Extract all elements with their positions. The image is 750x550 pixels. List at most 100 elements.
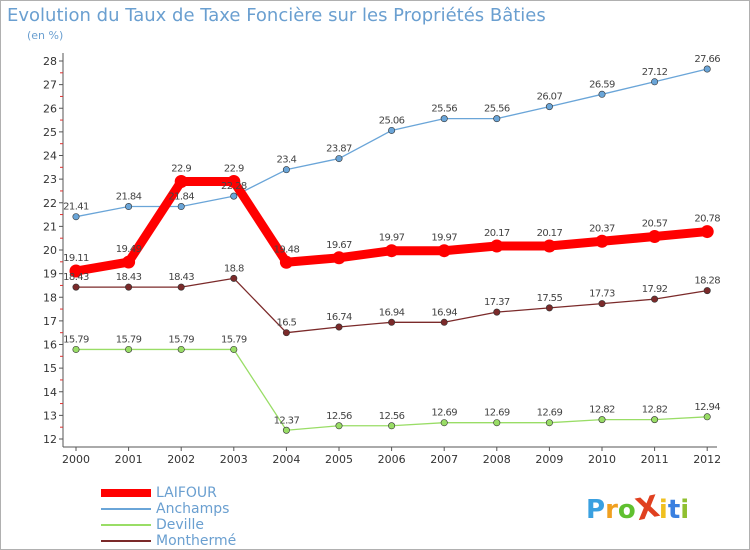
x-tick-label: 2011 <box>641 453 669 466</box>
logo-letter: r <box>605 495 618 525</box>
x-tick-label: 2012 <box>693 453 721 466</box>
data-point <box>230 192 238 200</box>
data-point <box>490 239 504 253</box>
data-point <box>125 203 133 211</box>
data-label: 19.67 <box>326 240 352 251</box>
data-labels: 21.41 21.84 21.84 22.28 23.4 23.87 25.06 25.56 2… <box>63 54 721 426</box>
y-tick-label: 24 <box>43 150 57 163</box>
data-label: 17.37 <box>484 297 510 308</box>
data-point <box>125 345 133 353</box>
x-tick-label: 2008 <box>483 453 511 466</box>
data-point <box>177 203 185 211</box>
data-label: 27.66 <box>694 54 720 65</box>
data-label: 22.9 <box>224 163 244 174</box>
y-tick-label: 21 <box>43 220 57 233</box>
data-label: 12.69 <box>484 408 510 419</box>
data-label: 16.94 <box>379 307 405 318</box>
data-point <box>493 115 501 123</box>
data-point <box>545 419 553 427</box>
data-point <box>388 126 396 134</box>
chart-title: Evolution du Taux de Taxe Foncière sur l… <box>7 5 546 26</box>
data-label: 25.56 <box>431 104 457 115</box>
data-label: 17.73 <box>589 289 615 300</box>
data-label: 25.06 <box>379 115 405 126</box>
data-label: 15.79 <box>63 334 89 345</box>
logo-letter: t <box>667 495 681 525</box>
data-label: 22.9 <box>171 163 191 174</box>
data-point <box>177 345 185 353</box>
x-tick-label: 2004 <box>272 453 300 466</box>
data-label: 19.48 <box>274 244 300 255</box>
data-point <box>230 345 238 353</box>
y-tick-label: 12 <box>43 433 57 446</box>
data-point <box>598 300 606 308</box>
data-label: 12.37 <box>274 415 300 426</box>
data-label: 16.74 <box>326 312 352 323</box>
x-tick-label: 2002 <box>167 453 195 466</box>
y-tick-label: 16 <box>43 339 57 352</box>
data-point <box>282 166 290 174</box>
data-label: 16.94 <box>431 307 457 318</box>
data-label: 12.69 <box>537 408 563 419</box>
data-point <box>335 422 343 430</box>
logo-letter: i <box>680 495 690 525</box>
data-label: 21.84 <box>116 192 142 203</box>
y-tick-label: 13 <box>43 409 57 422</box>
data-label: 21.84 <box>168 192 194 203</box>
data-point <box>437 244 451 258</box>
logo-letter: i <box>658 495 668 525</box>
data-label: 26.59 <box>589 79 615 90</box>
data-point <box>542 239 556 253</box>
data-label: 20.17 <box>484 228 510 239</box>
data-point <box>598 90 606 98</box>
data-label: 17.92 <box>642 284 668 295</box>
logo-letter: P <box>586 495 606 525</box>
proxiti-logo: ProXiti <box>586 488 690 529</box>
data-point <box>703 65 711 73</box>
data-label: 21.41 <box>63 202 89 213</box>
legend-item-montherme: Monthermé <box>101 533 321 549</box>
data-point <box>230 274 238 282</box>
y-tick-label: 17 <box>43 315 57 328</box>
data-label: 18.43 <box>168 272 194 283</box>
data-point <box>174 174 188 188</box>
data-label: 19.97 <box>379 233 405 244</box>
legend: LAIFOUR Anchamps Deville Monthermé <box>101 485 321 549</box>
data-point <box>385 244 399 258</box>
chart-subtitle: (en %) <box>27 29 64 42</box>
legend-swatch <box>101 489 151 497</box>
data-label: 25.56 <box>484 104 510 115</box>
logo-letter: o <box>617 495 636 525</box>
data-point <box>703 413 711 421</box>
x-tick-label: 2006 <box>378 453 406 466</box>
data-point <box>72 213 80 221</box>
data-label: 12.56 <box>379 411 405 422</box>
data-label: 26.07 <box>537 92 563 103</box>
data-point <box>651 295 659 303</box>
data-label: 23.87 <box>326 144 352 155</box>
data-point <box>651 78 659 86</box>
data-label: 22.28 <box>221 181 247 192</box>
legend-label: LAIFOUR <box>156 485 217 501</box>
y-tick-label: 14 <box>43 386 57 399</box>
logo-letter: X <box>632 488 663 529</box>
data-point <box>493 419 501 427</box>
y-tick-label: 28 <box>43 55 57 68</box>
data-point <box>700 225 714 239</box>
data-point <box>279 255 293 269</box>
data-point <box>125 283 133 291</box>
data-point <box>440 419 448 427</box>
data-point <box>545 103 553 111</box>
data-label: 15.79 <box>168 334 194 345</box>
x-tick-label: 2003 <box>220 453 248 466</box>
x-tick-label: 2001 <box>115 453 143 466</box>
data-label: 18.8 <box>224 263 244 274</box>
y-tick-label: 25 <box>43 126 57 139</box>
legend-item-deville: Deville <box>101 517 321 533</box>
x-tick-label: 2009 <box>535 453 563 466</box>
data-label: 12.82 <box>642 405 668 416</box>
data-label: 12.82 <box>589 405 615 416</box>
data-label: 19.49 <box>116 244 142 255</box>
